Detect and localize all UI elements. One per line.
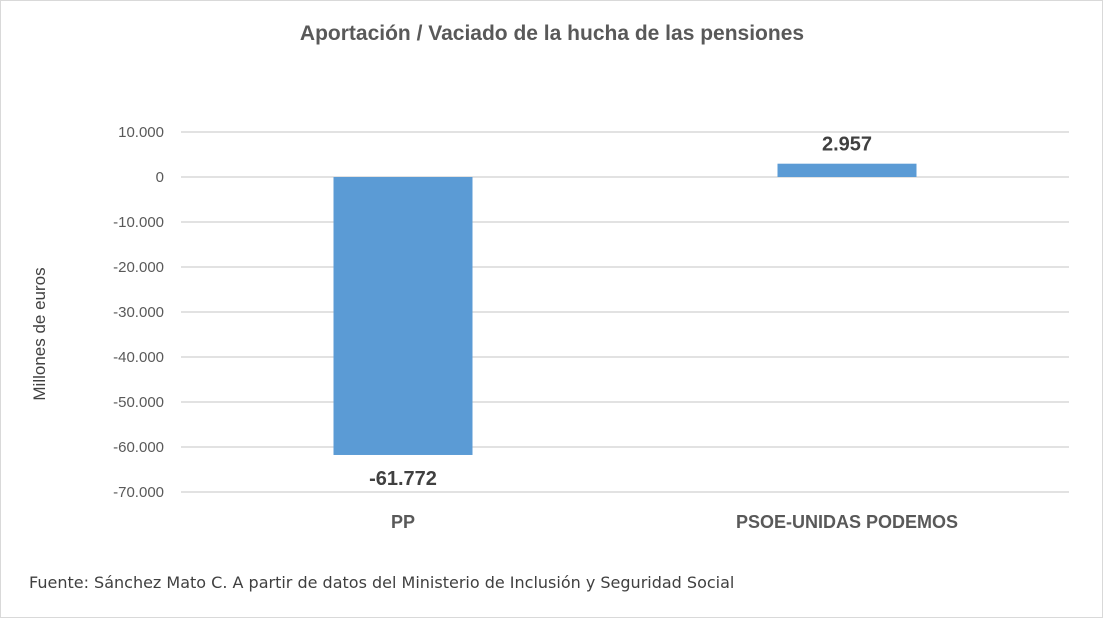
y-tick-label: -50.000 [113,394,164,411]
data-label: -61.772 [369,468,437,490]
source-note: Fuente: Sánchez Mato C. A partir de dato… [29,573,735,592]
data-labels: -61.772 2.957 [369,134,872,490]
y-tick-label: -40.000 [113,349,164,366]
y-tick-label: -70.000 [113,484,164,501]
x-tick-labels: PP PSOE-UNIDAS PODEMOS [391,512,958,532]
gridlines [181,131,1069,493]
y-tick-label: -20.000 [113,259,164,276]
chart-title: Aportación / Vaciado de la hucha de las … [300,22,804,45]
y-tick-label: -30.000 [113,304,164,321]
y-tick-label: 0 [156,169,164,186]
bar-pp [333,177,473,455]
x-tick-label: PP [391,512,415,532]
y-tick-labels: 10.000 0 -10.000 -20.000 -30.000 -40.000 -50.0… [113,124,164,501]
x-tick-label: PSOE-UNIDAS PODEMOS [736,512,958,532]
y-tick-label: 10.000 [118,124,164,141]
y-tick-label: -10.000 [113,214,164,231]
bar-psoe-unidas-podemos [777,163,917,177]
data-label: 2.957 [822,134,872,156]
y-axis-label: Millones de euros [30,267,49,400]
y-tick-label: -60.000 [113,439,164,456]
bars [333,163,917,455]
